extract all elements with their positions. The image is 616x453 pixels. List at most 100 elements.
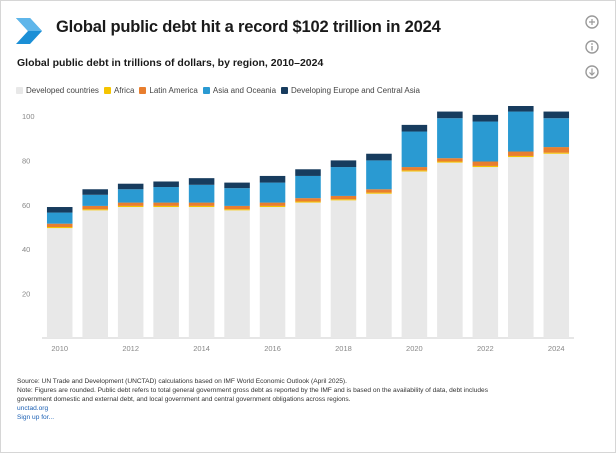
bar-segment-developed-countries-2020[interactable] (401, 171, 428, 339)
bar-segment-asia-and-oceania-2017[interactable] (295, 175, 321, 199)
bar-segment-asia-and-oceania-2023[interactable] (508, 111, 534, 152)
legend-label: Africa (113, 86, 135, 95)
bar-segment-developing-europe-and-central-asia-2019[interactable] (366, 153, 392, 161)
bar-segment-africa-2013[interactable] (153, 205, 179, 208)
legend-item-latin-america: Latin America (139, 86, 198, 95)
bar-segment-latin-america-2012[interactable] (117, 202, 144, 206)
bar-segment-developing-europe-and-central-asia-2011[interactable] (82, 189, 108, 195)
info-icon[interactable] (584, 39, 600, 55)
bar-segment-asia-and-oceania-2019[interactable] (366, 160, 392, 190)
bar-segment-latin-america-2023[interactable] (508, 151, 534, 156)
bar-segment-developed-countries-2012[interactable] (117, 207, 144, 338)
bar-segment-asia-and-oceania-2012[interactable] (117, 189, 144, 203)
bar-segment-latin-america-2020[interactable] (401, 167, 428, 171)
x-tick-label: 2020 (406, 344, 423, 353)
bar-segment-developing-europe-and-central-asia-2024[interactable] (543, 111, 570, 119)
bar-segment-developed-countries-2013[interactable] (153, 207, 179, 338)
legend-item-asia-oceania: Asia and Oceania (202, 86, 276, 95)
bar-segment-developing-europe-and-central-asia-2016[interactable] (259, 175, 286, 183)
bar-segment-developing-europe-and-central-asia-2018[interactable] (330, 160, 357, 168)
legend-swatch (16, 87, 23, 94)
bar-segment-asia-and-oceania-2024[interactable] (543, 118, 570, 148)
bar-segment-developing-europe-and-central-asia-2013[interactable] (153, 181, 179, 188)
y-tick-label: 40 (22, 245, 30, 254)
bar-segment-asia-and-oceania-2016[interactable] (259, 182, 286, 203)
chart-legend: Developed countries Africa Latin America… (16, 86, 425, 95)
chart-subtitle: Global public debt in trillions of dolla… (17, 57, 324, 69)
bar-segment-developing-europe-and-central-asia-2014[interactable] (188, 178, 215, 185)
bar-segment-africa-2016[interactable] (259, 205, 286, 208)
bar-segment-developed-countries-2014[interactable] (188, 207, 215, 338)
legend-label: Developed countries (26, 86, 99, 95)
bar-segment-developed-countries-2015[interactable] (224, 210, 250, 338)
side-toolbar (584, 14, 602, 89)
bar-segment-africa-2020[interactable] (401, 170, 428, 172)
bar-segment-developed-countries-2019[interactable] (366, 193, 392, 338)
bar-segment-africa-2023[interactable] (508, 155, 534, 158)
bar-segment-africa-2021[interactable] (437, 161, 463, 163)
download-icon[interactable] (584, 64, 600, 80)
bar-segment-asia-and-oceania-2018[interactable] (330, 167, 357, 196)
y-tick-label: 80 (22, 156, 30, 165)
bar-segment-developing-europe-and-central-asia-2023[interactable] (508, 106, 534, 112)
bar-segment-latin-america-2011[interactable] (82, 205, 108, 210)
legend-label: Developing Europe and Central Asia (291, 86, 420, 95)
bar-segment-developing-europe-and-central-asia-2012[interactable] (117, 183, 144, 190)
bar-segment-latin-america-2021[interactable] (437, 158, 463, 162)
share-icon[interactable] (584, 14, 600, 30)
bar-segment-africa-2017[interactable] (295, 201, 321, 203)
bar-segment-latin-america-2010[interactable] (46, 223, 73, 227)
x-tick-label: 2022 (477, 344, 494, 353)
bar-segment-asia-and-oceania-2011[interactable] (82, 194, 108, 206)
bar-segment-asia-and-oceania-2013[interactable] (153, 187, 179, 203)
bar-segment-asia-and-oceania-2015[interactable] (224, 188, 250, 206)
bar-segment-developed-countries-2011[interactable] (82, 210, 108, 338)
bar-segment-africa-2010[interactable] (46, 227, 73, 229)
bar-segment-asia-and-oceania-2010[interactable] (46, 212, 73, 224)
bar-segment-developing-europe-and-central-asia-2010[interactable] (46, 207, 73, 213)
bar-segment-latin-america-2019[interactable] (366, 189, 392, 193)
bar-segment-developed-countries-2023[interactable] (508, 157, 534, 338)
bar-segment-developed-countries-2024[interactable] (543, 153, 570, 338)
methodology-note-cont: government domestic and external debt, a… (17, 396, 351, 403)
signup-link[interactable]: Sign up for... (17, 414, 55, 421)
bar-segment-developing-europe-and-central-asia-2015[interactable] (224, 182, 250, 189)
legend-swatch (202, 87, 210, 94)
bar-segment-latin-america-2018[interactable] (330, 195, 357, 200)
bar-segment-developed-countries-2016[interactable] (259, 207, 286, 338)
bar-segment-africa-2018[interactable] (330, 199, 357, 201)
bar-segment-latin-america-2015[interactable] (224, 205, 250, 210)
bar-segment-asia-and-oceania-2021[interactable] (437, 118, 463, 159)
bar-segment-developing-europe-and-central-asia-2017[interactable] (295, 169, 321, 176)
bar-segment-asia-and-oceania-2022[interactable] (472, 121, 499, 162)
bar-segment-africa-2022[interactable] (472, 165, 499, 168)
y-tick-label: 20 (22, 290, 30, 299)
bar-segment-latin-america-2017[interactable] (295, 198, 321, 202)
bar-segment-developing-europe-and-central-asia-2022[interactable] (472, 114, 499, 122)
bar-segment-developed-countries-2021[interactable] (437, 162, 463, 338)
bar-segment-developing-europe-and-central-asia-2021[interactable] (437, 111, 463, 119)
bar-segment-latin-america-2014[interactable] (188, 202, 215, 206)
bar-segment-developed-countries-2018[interactable] (330, 200, 357, 338)
bar-segment-latin-america-2024[interactable] (543, 147, 570, 153)
bar-segment-africa-2024[interactable] (543, 152, 570, 154)
legend-swatch (103, 87, 111, 94)
x-tick-label: 2024 (548, 344, 565, 353)
bar-segment-africa-2012[interactable] (117, 205, 144, 208)
bar-segment-asia-and-oceania-2020[interactable] (401, 131, 428, 168)
bar-segment-africa-2019[interactable] (366, 192, 392, 194)
bar-segment-developed-countries-2022[interactable] (472, 167, 499, 338)
bar-segment-africa-2014[interactable] (188, 205, 215, 208)
chart-notes: Source: UN Trade and Development (UNCTAD… (17, 377, 602, 422)
bar-segment-latin-america-2016[interactable] (259, 202, 286, 206)
bar-segment-developing-europe-and-central-asia-2020[interactable] (401, 124, 428, 132)
bar-segment-developed-countries-2017[interactable] (295, 202, 321, 338)
bar-segment-asia-and-oceania-2014[interactable] (188, 184, 215, 203)
logo-arrow-icon (16, 18, 42, 44)
bar-segment-developed-countries-2010[interactable] (46, 228, 73, 338)
bar-segment-latin-america-2022[interactable] (472, 161, 499, 166)
bar-segment-africa-2011[interactable] (82, 209, 108, 211)
bar-segment-africa-2015[interactable] (224, 209, 250, 211)
bar-segment-latin-america-2013[interactable] (153, 202, 179, 206)
source-link[interactable]: unctad.org (17, 405, 49, 412)
